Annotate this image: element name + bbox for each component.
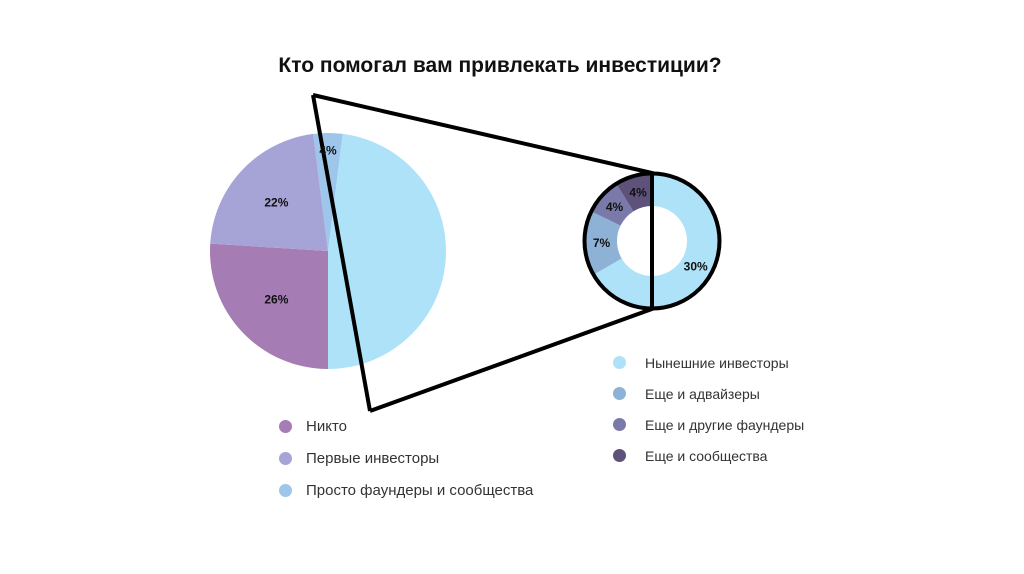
- pie-slice-1-label: 26%: [264, 293, 288, 307]
- legend-item: Еще и сообщества: [613, 440, 804, 471]
- main-pie: [209, 132, 447, 369]
- pie-slice-1: [209, 243, 328, 369]
- legend-item: Еще и другие фаундеры: [613, 409, 804, 440]
- legend-item: Никто: [279, 410, 533, 442]
- donut-slice-4: [617, 175, 652, 212]
- donut-slice-2-label: 7%: [593, 236, 611, 250]
- legend-label: Первые инвесторы: [306, 449, 440, 467]
- data-labels: 26% 22% 4% 30% 7% 4% 4%: [264, 144, 708, 307]
- legend-item: Первые инвесторы: [279, 442, 533, 474]
- donut-slice-1: [594, 175, 718, 308]
- legend-label: Нынешние инвесторы: [645, 354, 789, 371]
- pie-slice-2: [210, 133, 328, 251]
- pie-slice-4: [328, 133, 447, 369]
- legend-label: Еще и сообщества: [645, 447, 768, 464]
- chart-title: Кто помогал вам привлекать инвестиции?: [278, 54, 722, 77]
- legend-item: Просто фаундеры и сообщества: [279, 474, 533, 506]
- donut-slice-3-label: 4%: [606, 200, 624, 214]
- legend-breakout: Нынешние инвесторы Еще и адвайзеры Еще и…: [613, 347, 804, 471]
- pie-slice-2-label: 22%: [264, 196, 288, 210]
- legend-marker: [279, 451, 292, 465]
- legend-label: Просто фаундеры и сообщества: [306, 481, 534, 499]
- legend-item: Нынешние инвесторы: [613, 347, 804, 378]
- legend-marker: [613, 418, 626, 431]
- legend-label: Еще и адвайзеры: [645, 385, 760, 402]
- pie-slice-3-label: 4%: [319, 144, 337, 158]
- legend-marker: [279, 483, 292, 497]
- connector-left-edge: [311, 94, 372, 412]
- breakout-connector: [311, 93, 654, 413]
- donut-slice-2: [585, 212, 622, 274]
- legend-label: Еще и другие фаундеры: [645, 416, 805, 433]
- legend-marker: [613, 449, 626, 462]
- donut-slice-1-label: 30%: [684, 259, 708, 273]
- connector-outline: [312, 93, 654, 413]
- legend-item: Еще и адвайзеры: [613, 378, 804, 409]
- legend-marker: [613, 356, 626, 369]
- donut-slice-3: [592, 185, 634, 226]
- legend-marker: [279, 419, 292, 433]
- donut-slice-4-label: 4%: [629, 186, 647, 200]
- pie-slice-3: [313, 132, 343, 251]
- legend-label: Никто: [306, 417, 347, 435]
- legend-marker: [613, 387, 626, 400]
- legend-main: Никто Первые инвесторы Просто фаундеры и…: [279, 410, 533, 506]
